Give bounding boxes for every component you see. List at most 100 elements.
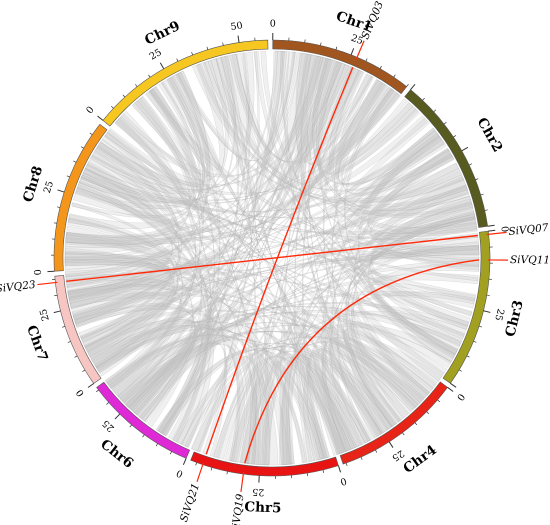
synteny-link [96,58,337,188]
tick-mark [365,58,368,62]
synteny-link [134,50,288,420]
synteny-link [335,78,440,187]
synteny-link [75,306,203,435]
synteny-link [161,348,366,446]
synteny-link [131,88,209,179]
synteny-link [78,50,278,204]
synteny-link [67,217,178,369]
tick-mark [62,326,66,328]
synteny-link [346,216,476,429]
synteny-link [312,57,474,218]
synteny-link [239,323,456,464]
synteny-link [371,281,476,328]
synteny-link [79,155,180,340]
synteny-link [80,149,453,213]
tick-mark [73,160,77,163]
synteny-link [133,244,480,416]
synteny-link [312,57,445,186]
gene-marker [240,472,245,493]
tick-mark [322,469,325,473]
tick-label: 25 [42,180,56,195]
synteny-link [111,96,201,394]
synteny-link [157,73,221,437]
gene-label-sivq11: SiVQ11 [510,254,550,266]
synteny-link [67,88,198,229]
synteny-link [106,301,469,387]
tick-mark [379,65,382,69]
chromosome-arc-chr8 [53,123,108,272]
synteny-link [149,86,215,435]
tick-mark [335,46,338,50]
synteny-link [65,184,469,289]
synteny-link [111,110,196,398]
synteny-link [286,216,476,465]
synteny-link [348,321,448,411]
gene-label-sivq21: SiVQ21 [178,482,202,524]
chromosome-ideogram [53,39,491,477]
tick-mark [484,209,488,211]
synteny-link [246,213,475,464]
synteny-link [88,320,372,442]
gene-marker [37,281,58,286]
synteny-link [300,53,480,256]
synteny-link [67,70,211,300]
synteny-link [124,343,252,464]
tick-label: 0 [175,467,185,479]
synteny-link [229,222,478,463]
synteny-link [111,309,462,397]
synteny-link [95,328,328,459]
synteny-link [231,53,373,163]
tick-mark [195,462,198,466]
synteny-link [306,348,396,460]
tick-mark [433,109,437,113]
tick-mark [97,115,104,121]
tick-mark [466,355,470,358]
synteny-link [180,355,262,465]
gene-marker [196,462,204,482]
synteny-link [64,258,417,411]
synteny-link [71,77,205,218]
gene-label-sivq23: SiVQ23 [0,279,37,295]
synteny-link [67,218,361,449]
synteny-link [75,187,463,347]
synteny-link [369,201,474,340]
tick-mark [82,369,86,372]
tick-mark [53,310,61,314]
synteny-link [67,284,424,405]
synteny-link [212,356,345,459]
tick-mark [142,434,145,438]
tick-mark [226,471,228,475]
synteny-link [105,85,204,389]
tick-label: 25 [349,33,364,48]
gene-label-sivq19: SiVQ19 [229,493,246,525]
synteny-link [263,341,426,466]
tick-mark [337,465,342,473]
synteny-link [340,83,455,196]
tick-mark [422,97,425,101]
tick-mark [360,456,363,460]
synteny-link [235,53,473,317]
synteny-link [100,50,285,377]
synteny-link [117,290,475,403]
synteny-link [95,312,452,373]
tick-mark [67,341,71,343]
tick-mark [388,441,394,448]
synteny-link [148,88,369,444]
synteny-link [282,354,373,465]
synteny-link [280,50,452,364]
tick-label: 0 [339,475,348,487]
chromosome-arc-chr5 [190,451,339,477]
tick-mark [437,399,441,403]
synteny-link [313,348,390,454]
synteny-link [65,105,421,244]
synteny-link [64,262,170,301]
tick-mark [486,294,490,296]
synteny-link [231,53,381,164]
synteny-link [75,58,229,210]
synteny-link [64,256,170,299]
synteny-link [82,100,194,204]
synteny-link [281,355,364,465]
synteny-link [334,73,456,363]
synteny-link [307,57,384,435]
synteny-link [155,349,344,455]
